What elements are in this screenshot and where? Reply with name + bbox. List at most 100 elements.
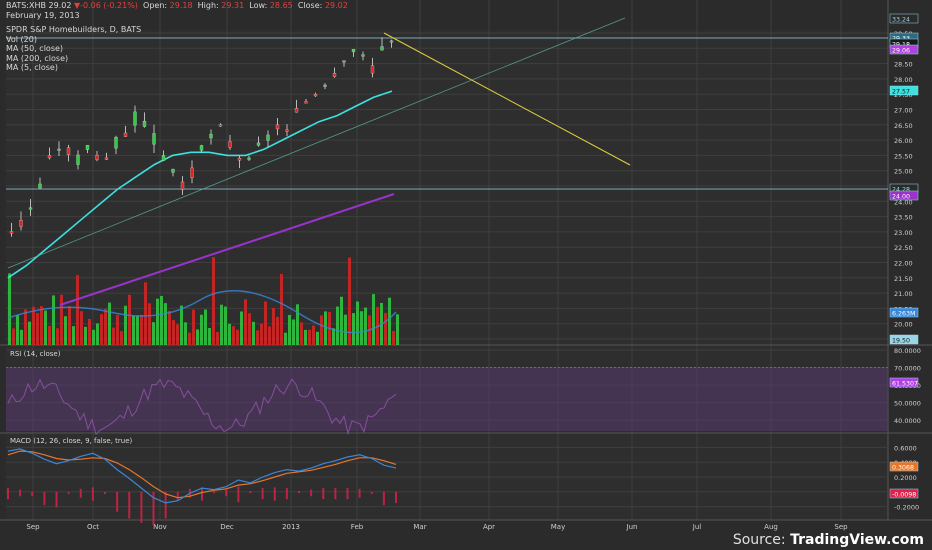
legend-ma5[interactable]: MA (5, close) xyxy=(6,63,58,72)
volume-bar xyxy=(104,308,107,345)
source-brand[interactable]: TradingView.com xyxy=(790,532,924,548)
x-tick-label: Jun xyxy=(626,523,638,531)
macd-histogram-bar xyxy=(298,491,300,494)
price-badge xyxy=(889,307,919,318)
volume-bar xyxy=(320,315,323,345)
candle-body xyxy=(361,54,365,57)
candle-body xyxy=(66,147,71,155)
y-tick-label: 28.00 xyxy=(894,76,913,84)
macd-histogram-bar xyxy=(285,488,288,500)
open-label: Open: xyxy=(143,1,168,10)
price-pane xyxy=(6,30,888,345)
macd-histogram-bar xyxy=(55,491,58,508)
rsi-tick-label: 50.0000 xyxy=(894,400,921,408)
candle-body xyxy=(85,145,90,150)
volume-bar xyxy=(224,306,227,345)
volume-bar xyxy=(384,312,387,345)
volume-bar xyxy=(124,305,127,345)
volume-bar xyxy=(316,331,319,345)
legend-volume[interactable]: Vol (20) xyxy=(6,34,37,44)
volume-bar xyxy=(240,311,243,345)
candle-body xyxy=(218,124,223,127)
volume-bar xyxy=(96,323,99,345)
volume-bar xyxy=(372,294,375,345)
x-tick-label: 2013 xyxy=(282,523,300,531)
macd-histogram-bar xyxy=(261,488,264,500)
volume-bar xyxy=(48,325,51,345)
volume-bar xyxy=(200,314,203,345)
candle-body xyxy=(38,183,42,189)
symbol: BATS:XHB xyxy=(6,1,46,10)
price-badge-label: 24.28 xyxy=(892,187,910,194)
candle-body xyxy=(76,154,80,165)
candle-body xyxy=(247,157,251,160)
volume-bar xyxy=(216,332,219,345)
candle-body xyxy=(133,111,137,126)
macd-histogram-bar xyxy=(43,491,46,506)
volume-bar xyxy=(72,326,75,345)
macd-hist-badge-label: -0.0098 xyxy=(892,492,916,499)
price-badge-label: 6.263M xyxy=(892,311,915,318)
rsi-title: RSI (14, close) xyxy=(10,350,61,358)
x-tick-label: Feb xyxy=(351,523,364,531)
volume-bar xyxy=(140,314,143,345)
legend-ma200[interactable]: MA (200, close) xyxy=(6,53,69,63)
chart-header: BATS:XHB 29.02 ▼-0.06 (-0.21%) Open: 29.… xyxy=(6,1,348,73)
price-badge xyxy=(889,13,919,24)
close-value: 29.02 xyxy=(324,1,348,10)
candle-body xyxy=(389,40,394,43)
volume-bar xyxy=(56,328,59,345)
volume-bar xyxy=(352,313,355,345)
ohlc-line: BATS:XHB 29.02 ▼-0.06 (-0.21%) Open: 29.… xyxy=(6,1,348,11)
candle-body xyxy=(237,157,242,161)
volume-bar xyxy=(264,301,267,345)
volume-bar xyxy=(360,311,363,345)
volume-bar xyxy=(392,330,395,345)
macd-histogram-bar xyxy=(322,488,325,500)
volume-bar xyxy=(84,326,87,345)
candle-body xyxy=(351,49,356,53)
last-price: 29.02 xyxy=(48,1,72,10)
macd-histogram-bar xyxy=(310,489,313,497)
volume-bar xyxy=(256,330,259,345)
volume-bar xyxy=(248,313,251,345)
candle-body xyxy=(19,220,23,227)
rsi-band xyxy=(6,367,888,431)
macd-histogram-bar xyxy=(104,491,106,495)
ma50-line xyxy=(7,90,393,279)
y-tick-label: 22.00 xyxy=(894,260,913,268)
macd-line xyxy=(7,448,397,504)
rsi-line xyxy=(7,378,397,436)
y-tick-label: 21.50 xyxy=(894,275,913,283)
x-tick-label: Sep xyxy=(26,523,40,531)
x-tick-label: Aug xyxy=(764,523,778,531)
volume-bar xyxy=(208,327,211,345)
candle-body xyxy=(57,148,61,151)
candle-body xyxy=(256,142,261,146)
candle-body xyxy=(294,108,299,113)
volume-bar xyxy=(188,332,191,345)
candle-body xyxy=(152,133,156,145)
macd-histogram-bar xyxy=(225,489,228,497)
candle-body xyxy=(266,134,270,141)
volume-bar xyxy=(252,321,255,345)
macd-histogram-bar xyxy=(79,488,82,498)
legend-ma50[interactable]: MA (50, close) xyxy=(6,44,64,53)
y-tick-label: 25.50 xyxy=(894,152,913,160)
candle-body xyxy=(285,129,289,132)
rsi-tick-label: 40.0000 xyxy=(894,417,921,425)
high-value: 29.31 xyxy=(221,1,245,10)
volume-bar xyxy=(196,329,199,345)
macd-histogram-bar xyxy=(140,491,143,523)
volume-bar xyxy=(88,318,91,345)
volume-bar xyxy=(204,309,207,345)
candle-body xyxy=(304,101,308,104)
macd-histogram-bar xyxy=(164,491,167,519)
candle-body xyxy=(342,60,346,63)
rsi-tick-label: 80.0000 xyxy=(894,347,921,355)
volume-bar xyxy=(136,315,139,345)
macd-histogram-bar xyxy=(334,488,337,500)
volume-bar xyxy=(12,328,15,345)
